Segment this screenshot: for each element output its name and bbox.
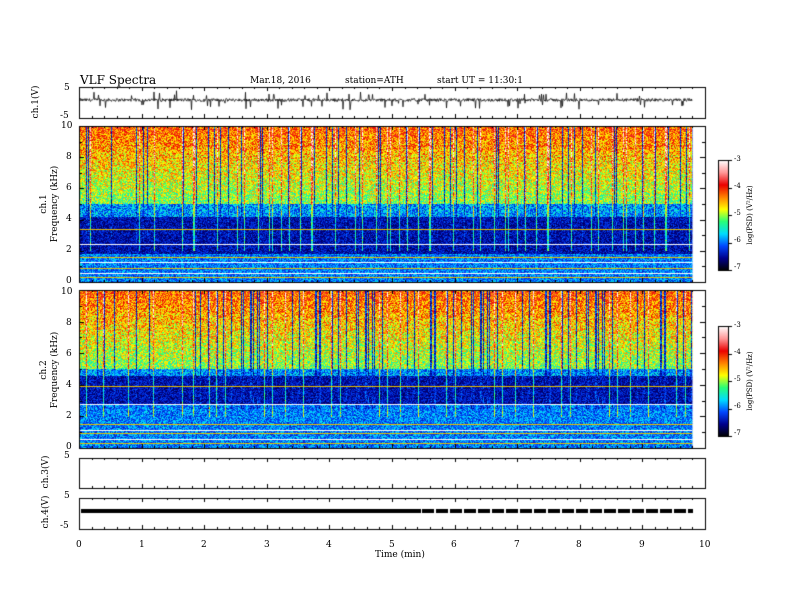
ch2-freq-tick-10: 10 — [61, 287, 73, 297]
x-tick-4: 4 — [326, 540, 332, 550]
x-tick-8: 8 — [576, 540, 582, 550]
x-tick-7: 7 — [514, 540, 520, 550]
ch4-y-tick-top: 5 — [64, 491, 70, 501]
cb2-tick-m6: -6 — [734, 402, 741, 410]
cb2-tick-m7: -7 — [734, 429, 741, 437]
ch1-spectrogram-ylabel-channel: ch.1 — [39, 194, 49, 214]
station-label: station=ATH — [345, 76, 404, 86]
start-ut-label: start UT = 11:30:1 — [437, 76, 523, 86]
x-tick-9: 9 — [639, 540, 645, 550]
x-tick-3: 3 — [264, 540, 270, 550]
ch1-y-tick-bottom: -5 — [60, 111, 69, 121]
ch4-y-tick-bottom: -5 — [60, 521, 69, 531]
cb1-tick-m7: -7 — [734, 263, 741, 271]
cb1-tick-m6: -6 — [734, 236, 741, 244]
ch2-spectrogram-ylabel-frequency: Frequency (kHz) — [50, 331, 60, 409]
x-tick-5: 5 — [389, 540, 395, 550]
cb2-label: log(PSD) (V²/Hz) — [746, 351, 754, 411]
ch1-y-tick-top: 5 — [64, 83, 70, 93]
ch1-freq-tick-2: 2 — [66, 245, 72, 255]
date-label: Mar.18, 2016 — [250, 76, 311, 86]
x-tick-0: 0 — [76, 540, 82, 550]
ch1-spectrogram-ylabel-frequency: Frequency (kHz) — [50, 165, 60, 243]
ch1-freq-tick-0: 0 — [66, 276, 72, 286]
ch1-freq-tick-8: 8 — [66, 152, 72, 162]
cb2-tick-m5: -5 — [734, 375, 741, 383]
ch1-freq-tick-4: 4 — [66, 214, 72, 224]
x-tick-6: 6 — [451, 540, 457, 550]
x-tick-2: 2 — [201, 540, 207, 550]
ch4-waveform-ylabel: ch.4(V) — [41, 495, 51, 529]
ch1-waveform-ylabel: ch.1(V) — [31, 85, 41, 119]
ch2-freq-tick-8: 8 — [66, 318, 72, 328]
ch1-freq-tick-6: 6 — [66, 183, 72, 193]
ch1-freq-tick-10: 10 — [61, 121, 73, 131]
ch2-freq-tick-0: 0 — [66, 442, 72, 452]
ch3-y-tick-top: 5 — [64, 451, 70, 461]
ch2-freq-tick-2: 2 — [66, 411, 72, 421]
x-tick-10: 10 — [699, 540, 711, 550]
cb2-tick-m3: -3 — [734, 321, 741, 329]
ch2-freq-tick-4: 4 — [66, 380, 72, 390]
cb1-tick-m4: -4 — [734, 182, 741, 190]
ch2-freq-tick-6: 6 — [66, 349, 72, 359]
ch3-waveform-ylabel: ch.3(V) — [41, 455, 51, 489]
cb2-tick-m4: -4 — [734, 348, 741, 356]
ch2-spectrogram-ylabel-channel: ch.2 — [39, 360, 49, 380]
x-axis-label: Time (min) — [375, 550, 425, 560]
cb1-tick-m3: -3 — [734, 155, 741, 163]
cb1-tick-m5: -5 — [734, 209, 741, 217]
cb1-label: log(PSD) (V²/Hz) — [746, 185, 754, 245]
figure-title: VLF Spectra — [80, 73, 157, 87]
x-tick-1: 1 — [139, 540, 145, 550]
